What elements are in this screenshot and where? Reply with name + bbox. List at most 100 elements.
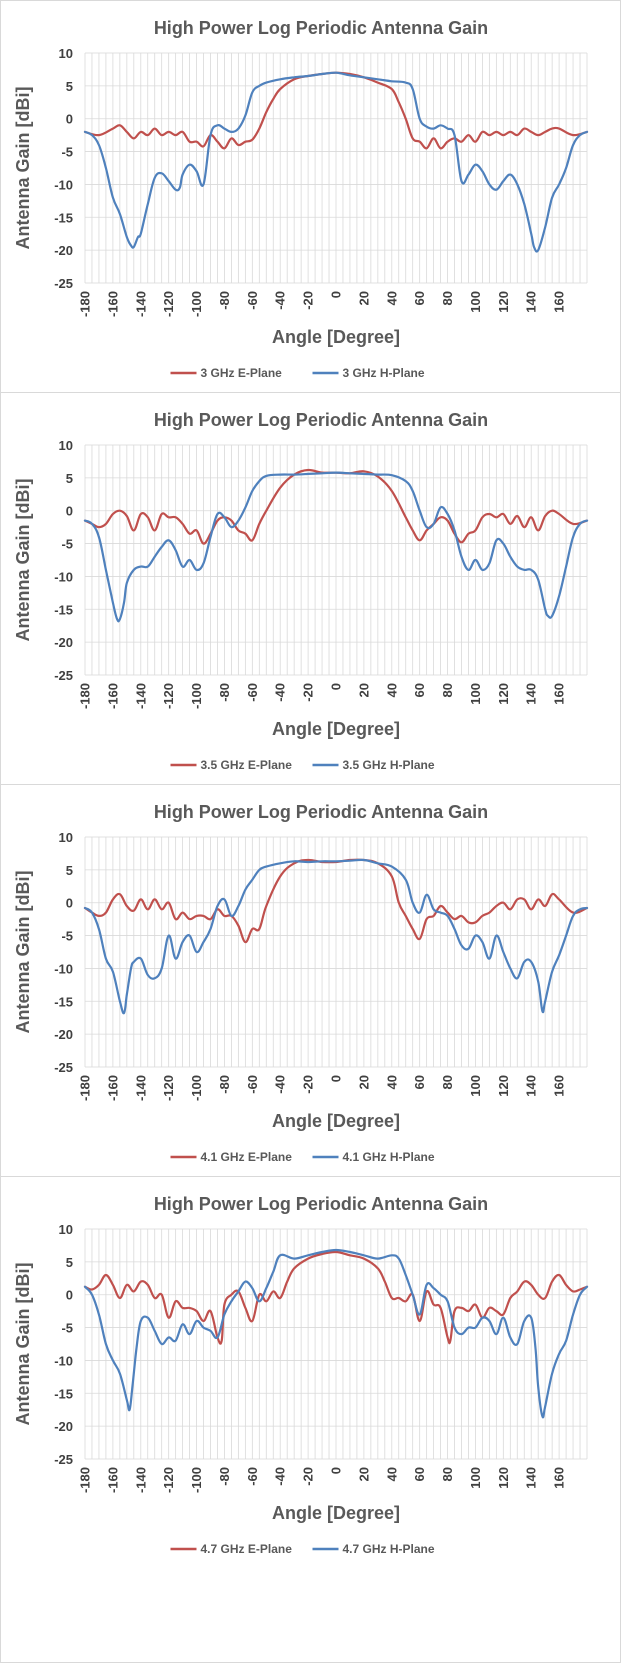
x-tick-label: 160 <box>552 1467 567 1489</box>
x-tick-label: 140 <box>524 1467 539 1489</box>
y-tick-label: -20 <box>54 1027 73 1042</box>
x-tick-label: -160 <box>105 683 120 709</box>
x-tick-label: -80 <box>217 1467 232 1486</box>
x-tick-label: 60 <box>412 1075 427 1089</box>
x-tick-label: 40 <box>384 1075 399 1089</box>
x-tick-label: 80 <box>440 683 455 697</box>
x-axis-label: Angle [Degree] <box>272 1111 400 1131</box>
x-tick-label: 100 <box>468 291 483 313</box>
y-axis-label: Antenna Gain [dBi] <box>13 871 33 1034</box>
x-tick-label: 120 <box>496 1075 511 1097</box>
legend-item-e-plane: 3 GHz E-Plane <box>170 366 283 380</box>
y-tick-label: -25 <box>54 276 73 291</box>
y-tick-label: -15 <box>54 1386 73 1401</box>
y-tick-label: 10 <box>59 1222 73 1237</box>
x-tick-label: -100 <box>189 291 204 317</box>
x-tick-label: 140 <box>524 1075 539 1097</box>
x-tick-label: 140 <box>524 683 539 705</box>
x-tick-label: 160 <box>552 291 567 313</box>
legend-label: 4.1 GHz H-Plane <box>343 1150 435 1164</box>
x-tick-label: -180 <box>78 291 93 317</box>
x-tick-label: -80 <box>217 683 232 702</box>
x-tick-label: 40 <box>384 683 399 697</box>
grid-lines <box>84 52 588 284</box>
y-tick-label: -15 <box>54 602 73 617</box>
x-tick-label: -100 <box>189 1075 204 1101</box>
legend-item-e-plane: 4.7 GHz E-Plane <box>170 1542 292 1556</box>
x-tick-label: -180 <box>78 683 93 709</box>
legend-label: 3 GHz H-Plane <box>343 366 425 380</box>
y-axis-label: Antenna Gain [dBi] <box>13 479 33 642</box>
x-tick-label: -20 <box>301 683 316 702</box>
x-tick-label: 100 <box>468 1467 483 1489</box>
x-tick-label: 120 <box>496 683 511 705</box>
x-tick-label: 0 <box>329 291 344 298</box>
legend-label: 4.7 GHz H-Plane <box>343 1542 435 1556</box>
x-tick-label: -20 <box>301 1467 316 1486</box>
x-tick-label: -40 <box>273 1075 288 1094</box>
x-tick-label: 80 <box>440 291 455 305</box>
legend-item-h-plane: 3 GHz H-Plane <box>312 366 425 380</box>
x-tick-label: -120 <box>161 683 176 709</box>
x-tick-label: 0 <box>329 683 344 690</box>
x-tick-label: -20 <box>301 291 316 310</box>
y-tick-label: 5 <box>66 863 73 878</box>
y-tick-label: -5 <box>61 929 73 944</box>
x-tick-label: 160 <box>552 1075 567 1097</box>
y-tick-label: 0 <box>66 112 73 127</box>
y-tick-label: -20 <box>54 1419 73 1434</box>
chart-title: High Power Log Periodic Antenna Gain <box>154 18 488 38</box>
x-tick-label: 100 <box>468 683 483 705</box>
x-tick-label: 80 <box>440 1467 455 1481</box>
series-line-e-plane <box>83 1250 589 1345</box>
x-tick-label: -140 <box>133 291 148 317</box>
x-tick-label: 60 <box>412 291 427 305</box>
x-tick-label: -60 <box>245 1075 260 1094</box>
y-tick-label: -10 <box>54 569 73 584</box>
x-tick-label: -100 <box>189 1467 204 1493</box>
y-tick-label: -20 <box>54 635 73 650</box>
x-tick-label: 120 <box>496 1467 511 1489</box>
y-tick-label: -10 <box>54 177 73 192</box>
x-tick-label: 20 <box>356 1467 371 1481</box>
y-tick-label: 0 <box>66 896 73 911</box>
chart-title: High Power Log Periodic Antenna Gain <box>154 1194 488 1214</box>
x-tick-label: 0 <box>329 1467 344 1474</box>
x-tick-label: 60 <box>412 683 427 697</box>
x-tick-label: 100 <box>468 1075 483 1097</box>
x-axis-label: Angle [Degree] <box>272 1503 400 1523</box>
x-tick-label: -40 <box>273 291 288 310</box>
legend-label: 4.1 GHz E-Plane <box>201 1150 293 1164</box>
x-tick-label: -120 <box>161 291 176 317</box>
series-line-h-plane <box>83 858 589 1015</box>
x-tick-label: -60 <box>245 683 260 702</box>
chart-panel-1: High Power Log Periodic Antenna Gain 10 5 0… <box>0 0 621 393</box>
y-tick-label: -5 <box>61 1321 73 1336</box>
chart-svg: High Power Log Periodic Antenna Gain 10 5 0… <box>13 802 589 1164</box>
x-tick-label: -180 <box>78 1467 93 1493</box>
chart-svg: High Power Log Periodic Antenna Gain 10 5 0… <box>13 1194 589 1556</box>
series-line-h-plane <box>83 471 589 623</box>
x-tick-label: 20 <box>356 1075 371 1089</box>
y-tick-label: -10 <box>54 1353 73 1368</box>
x-tick-label: -60 <box>245 291 260 310</box>
y-axis-label: Antenna Gain [dBi] <box>13 1263 33 1426</box>
y-tick-label: 10 <box>59 438 73 453</box>
grid-lines <box>84 444 588 676</box>
y-tick-label: 0 <box>66 1288 73 1303</box>
y-tick-label: -5 <box>61 145 73 160</box>
x-tick-label: -120 <box>161 1075 176 1101</box>
y-tick-label: 10 <box>59 46 73 61</box>
x-tick-label: -160 <box>105 291 120 317</box>
x-tick-label: -160 <box>105 1075 120 1101</box>
x-tick-label: 60 <box>412 1467 427 1481</box>
legend-label: 3 GHz E-Plane <box>201 366 283 380</box>
chart-title: High Power Log Periodic Antenna Gain <box>154 410 488 430</box>
x-tick-label: -140 <box>133 1075 148 1101</box>
legend-item-e-plane: 4.1 GHz E-Plane <box>170 1150 293 1164</box>
x-axis-label: Angle [Degree] <box>272 327 400 347</box>
y-tick-label: 5 <box>66 471 73 486</box>
x-tick-label: -140 <box>133 1467 148 1493</box>
y-tick-label: -25 <box>54 1060 73 1075</box>
x-tick-label: 120 <box>496 291 511 313</box>
